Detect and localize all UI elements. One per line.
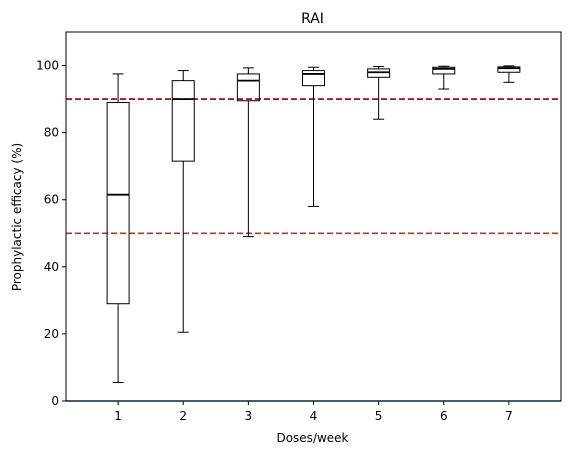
y-tick-label: 40: [44, 260, 59, 274]
x-tick-label: 6: [440, 409, 448, 423]
y-axis-label: Prophylactic efficacy (%): [10, 143, 24, 291]
box-3: [236, 67, 260, 238]
y-tick-label: 20: [44, 327, 59, 341]
x-tick-label: 2: [179, 409, 187, 423]
box-5: [367, 66, 391, 120]
box-series: [106, 65, 521, 384]
y-tick-label: 60: [44, 193, 59, 207]
chart-title: RAI: [301, 11, 324, 27]
box-6: [432, 65, 456, 90]
y-tick-label: 0: [51, 394, 59, 408]
x-axis-ticks: 1 2 3 4 5 6 7: [114, 401, 513, 423]
iqr-box: [497, 66, 521, 73]
plot-frame: [65, 31, 562, 402]
iqr-box: [236, 73, 260, 102]
x-tick-label: 4: [310, 409, 318, 423]
box-2: [171, 70, 195, 333]
iqr-box: [171, 80, 195, 162]
iqr-box: [106, 101, 130, 305]
x-tick-label: 5: [375, 409, 383, 423]
box-4: [302, 66, 325, 207]
y-tick-label: 100: [36, 59, 59, 73]
x-tick-label: 3: [245, 409, 253, 423]
y-axis-ticks: 0 20 40 60 80 100: [36, 59, 66, 408]
iqr-box: [432, 66, 456, 75]
iqr-box: [302, 70, 325, 87]
box-1: [106, 73, 130, 384]
x-tick-label: 1: [114, 409, 122, 423]
x-axis-label: Doses/week: [276, 431, 348, 445]
y-tick-label: 80: [44, 126, 59, 140]
x-tick-label: 7: [505, 409, 513, 423]
box-7: [497, 65, 521, 83]
